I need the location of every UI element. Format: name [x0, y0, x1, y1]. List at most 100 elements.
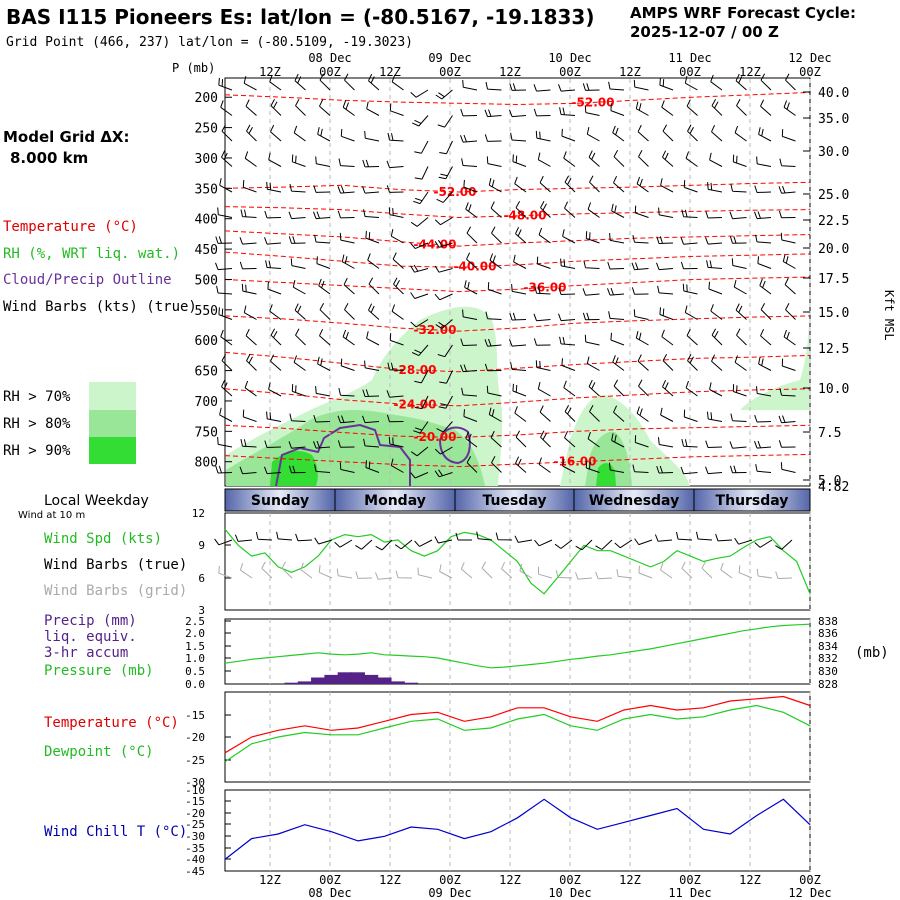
upper-wind-barb: [464, 280, 478, 295]
upper-wind-barb: [365, 230, 380, 244]
upper-wind-barb: [564, 405, 576, 422]
height-tick-label: 20.0: [818, 242, 849, 257]
upper-wind-barb: [611, 203, 625, 218]
upper-wind-barb: [215, 262, 233, 271]
y-tick-label: 2.0: [185, 627, 205, 640]
surface-wind-barb-grid: [756, 568, 773, 579]
upper-wind-barb: [637, 354, 649, 371]
precip-legend-2: liq. equiv.: [44, 629, 137, 645]
panel-frame: [224, 691, 811, 783]
pressure-tick-label: 250: [195, 122, 218, 137]
weekday-label: Sunday: [251, 493, 309, 509]
bottom-hour-label: 12Z: [739, 873, 761, 887]
upper-wind-barb: [487, 282, 502, 295]
upper-wind-barb: [711, 124, 723, 142]
surface-wind-barb-grid: [281, 561, 293, 579]
upper-wind-barb: [783, 329, 796, 346]
upper-wind-barb: [510, 132, 527, 142]
upper-wind-barb: [462, 79, 478, 91]
upper-wind-barb: [386, 414, 404, 423]
pressure-tick-label: 828: [818, 678, 838, 691]
surface-wind-barb-true: [775, 539, 793, 550]
rh80-swatch: [89, 410, 136, 437]
upper-wind-barb: [460, 134, 478, 143]
upper-wind-barb: [656, 262, 674, 271]
upper-wind-barb: [486, 156, 502, 167]
upper-wind-barb: [636, 176, 649, 193]
pressure-tick-label: 600: [195, 334, 218, 349]
upper-wind-barb: [680, 261, 698, 270]
upper-wind-barb: [295, 99, 306, 116]
upper-wind-barb: [539, 405, 551, 422]
upper-wind-barb: [387, 362, 404, 371]
upper-wind-barb: [439, 370, 453, 384]
upper-wind-barb: [293, 355, 306, 371]
y-tick-label: -35: [185, 842, 205, 855]
precip-bar: [377, 677, 392, 684]
upper-wind-barb: [608, 81, 625, 91]
upper-wind-barb: [636, 406, 649, 422]
upper-wind-barb: [221, 354, 233, 371]
upper-wind-barb: [559, 336, 576, 346]
upper-wind-barb: [660, 407, 674, 422]
top-hour-label: 00Z: [679, 65, 701, 79]
upper-wind-barb: [661, 329, 674, 346]
surface-wind-barb-grid: [595, 571, 613, 580]
upper-wind-barb: [540, 430, 551, 448]
wind-chill-panel: -10-15-20-25-30-35-40-45: [185, 784, 811, 878]
upper-wind-barb: [785, 303, 796, 320]
weekday-label: Tuesday: [483, 493, 547, 509]
surface-wind-barb-true: [455, 532, 472, 541]
upper-wind-barb: [339, 232, 355, 244]
isotherm-label: -24.00: [394, 397, 437, 411]
upper-wind-barb: [657, 285, 674, 295]
dewpoint-line: [224, 704, 811, 763]
upper-wind-barb: [705, 440, 723, 448]
upper-wind-barb: [269, 74, 282, 91]
upper-wind-barb: [730, 183, 747, 193]
upper-wind-barb: [756, 386, 772, 397]
upper-wind-barb: [760, 73, 772, 91]
upper-wind-barb: [687, 124, 698, 142]
rh80-label: RH > 80%: [3, 416, 71, 432]
upper-wind-barb: [368, 73, 380, 91]
upper-wind-barb: [560, 258, 576, 269]
weekday-cell: [693, 488, 811, 512]
surface-wind-barb-true: [734, 537, 753, 545]
height-tick-label: 7.5: [818, 426, 841, 441]
upper-wind-barb: [611, 433, 625, 448]
upper-wind-barb: [632, 464, 649, 473]
upper-wind-barb: [218, 307, 233, 320]
upper-wind-barb: [515, 430, 527, 448]
isotherm-line: [224, 230, 811, 247]
top-hour-label: 12Z: [739, 65, 761, 79]
upper-wind-barb: [411, 115, 429, 127]
pressure-tick-label: 830: [818, 665, 838, 678]
rh70-region-c: [740, 320, 809, 410]
upper-wind-barb: [239, 237, 257, 245]
temperature-panel: -15 -20 -25 -30: [185, 691, 811, 789]
isotherm-line: [224, 315, 811, 332]
surface-wind-barb-grid: [660, 562, 673, 579]
upper-wind-barb: [344, 73, 355, 91]
upper-wind-barb: [632, 234, 649, 244]
upper-wind-barb: [215, 465, 233, 474]
surface-wind-barb-true: [334, 539, 353, 548]
y-tick-label: -30: [185, 830, 205, 843]
temperature-legend: Temperature (°C): [44, 715, 179, 731]
isotherm-label: -44.00: [414, 237, 457, 251]
height-tick-label: 25.0: [818, 188, 849, 203]
surface-wind-barb-true: [255, 531, 273, 541]
surface-wind-barb-grid: [355, 571, 373, 579]
upper-wind-barb: [368, 277, 380, 295]
upper-wind-barb: [709, 152, 723, 167]
upper-wind-barb: [337, 210, 355, 219]
y-tick-label: 0.0: [185, 678, 205, 691]
upper-wind-barb: [264, 466, 282, 475]
upper-wind-barb: [338, 387, 355, 397]
precip-bar: [284, 682, 299, 684]
precip-bar: [364, 674, 379, 684]
surface-wind-barb-grid: [318, 565, 333, 579]
upper-wind-barb: [732, 154, 747, 167]
upper-wind-barb: [662, 379, 674, 397]
